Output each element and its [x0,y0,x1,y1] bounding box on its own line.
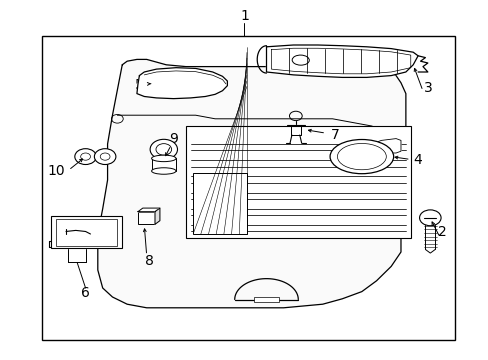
Text: 9: 9 [169,132,178,145]
Text: 2: 2 [437,225,446,239]
Polygon shape [266,45,417,77]
Bar [185,126,410,238]
Ellipse shape [151,155,176,162]
Circle shape [94,149,116,165]
Bar [138,212,155,224]
Polygon shape [98,59,405,308]
Polygon shape [138,208,160,212]
Text: 1: 1 [240,9,248,23]
Text: 6: 6 [81,287,90,300]
Polygon shape [371,139,400,153]
Text: 10: 10 [47,164,65,178]
Circle shape [75,149,96,165]
Circle shape [150,139,177,159]
Polygon shape [137,68,227,99]
Bar [41,36,454,340]
Text: 8: 8 [144,254,153,268]
Text: 5: 5 [135,78,143,91]
Bar [254,297,278,302]
Text: 7: 7 [330,128,339,142]
Polygon shape [155,208,160,224]
Bar [151,158,176,171]
Ellipse shape [151,168,176,174]
Bar [51,216,122,248]
Bar [56,219,117,246]
Ellipse shape [329,140,393,174]
Text: 4: 4 [413,153,422,167]
Bar [193,173,246,234]
Text: 3: 3 [423,81,431,95]
